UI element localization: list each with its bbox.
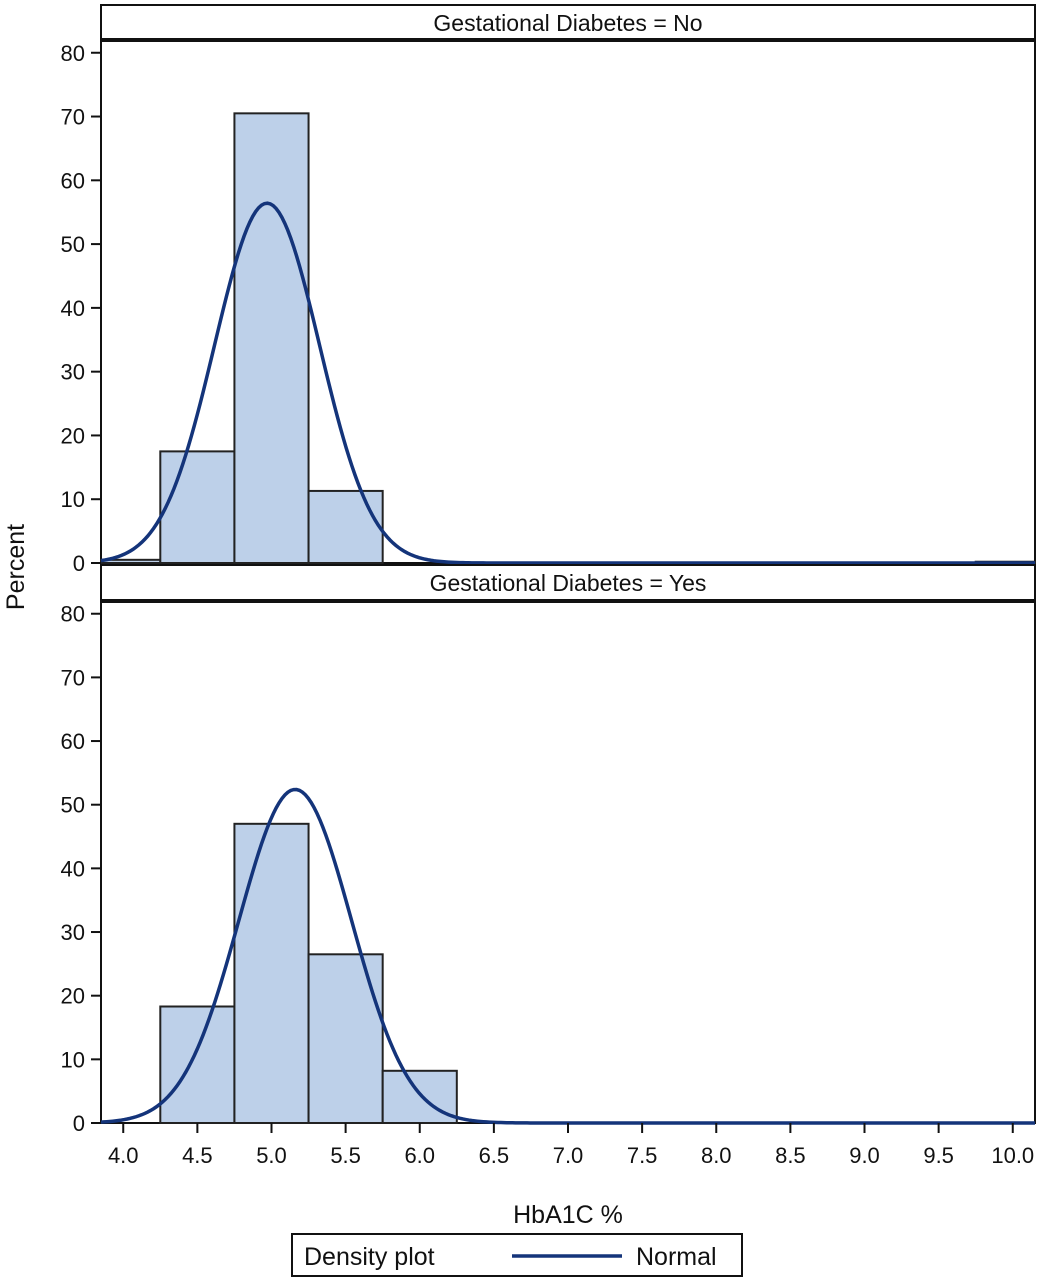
panels-layer: Gestational Diabetes = No 0 10 20 30 40 50 60 70… (61, 4, 1037, 1168)
legend-normal-label: Normal (636, 1243, 717, 1271)
y-tick-label: 30 (61, 360, 85, 385)
y-tick-label: 10 (61, 1047, 85, 1072)
y-tick-label: 40 (61, 856, 85, 881)
legend: Density plot Normal (291, 1233, 743, 1277)
y-tick-label: 0 (73, 551, 85, 576)
y-tick-label: 70 (61, 105, 85, 130)
histogram-bar (307, 953, 384, 1124)
y-tick-label: 60 (61, 168, 85, 193)
y-tick-label: 80 (61, 602, 85, 627)
y-tick-label: 50 (61, 793, 85, 818)
y-tick-label: 30 (61, 920, 85, 945)
x-tick-label: 8.0 (701, 1143, 732, 1168)
histogram-bar (159, 450, 236, 565)
histogram-bar (233, 822, 310, 1124)
legend-title: Density plot (304, 1243, 435, 1271)
x-tick-label: 9.0 (849, 1143, 880, 1168)
y-tick-label: 0 (73, 1111, 85, 1136)
normal-density-curve (100, 201, 1035, 565)
histogram-bar (159, 1005, 236, 1125)
x-tick-label: 4.0 (108, 1143, 139, 1168)
y-tick-label: 70 (61, 665, 85, 690)
x-tick-label: 8.5 (775, 1143, 806, 1168)
x-tick-label: 7.5 (627, 1143, 658, 1168)
y-tick-label: 10 (61, 487, 85, 512)
x-tick-label: 9.5 (923, 1143, 954, 1168)
y-tick-label: 80 (61, 41, 85, 66)
panel-header-label: Gestational Diabetes = Yes (430, 570, 707, 596)
histogram-bar (307, 489, 384, 564)
x-tick-label: 6.0 (404, 1143, 435, 1168)
y-tick-label: 50 (61, 232, 85, 257)
x-tick-label: 6.5 (479, 1143, 510, 1168)
x-tick-label: 4.5 (182, 1143, 213, 1168)
x-axis-title: HbA1C % (513, 1201, 623, 1229)
x-tick-label: 10.0 (991, 1143, 1034, 1168)
panel-2: Gestational Diabetes = Yes 0 10 20 30 40 50 60 7… (61, 564, 1036, 1136)
histogram-bar (233, 112, 310, 564)
y-tick-label: 20 (61, 984, 85, 1009)
panel-header-label: Gestational Diabetes = No (433, 10, 702, 36)
y-tick-label: 60 (61, 729, 85, 754)
x-axis: 4.0 4.5 5.0 5.5 6.0 6.5 7.0 7.5 8.0 8.5 9.0 9.5 10.0 (108, 1123, 1034, 1168)
y-tick-label: 20 (61, 423, 85, 448)
y-axis-title: Percent (2, 524, 30, 610)
x-tick-label: 5.5 (330, 1143, 361, 1168)
x-tick-label: 5.0 (256, 1143, 287, 1168)
x-tick-label: 7.0 (553, 1143, 584, 1168)
panel-1: Gestational Diabetes = No 0 10 20 30 40 50 60 70… (61, 4, 1037, 576)
y-tick-label: 40 (61, 296, 85, 321)
